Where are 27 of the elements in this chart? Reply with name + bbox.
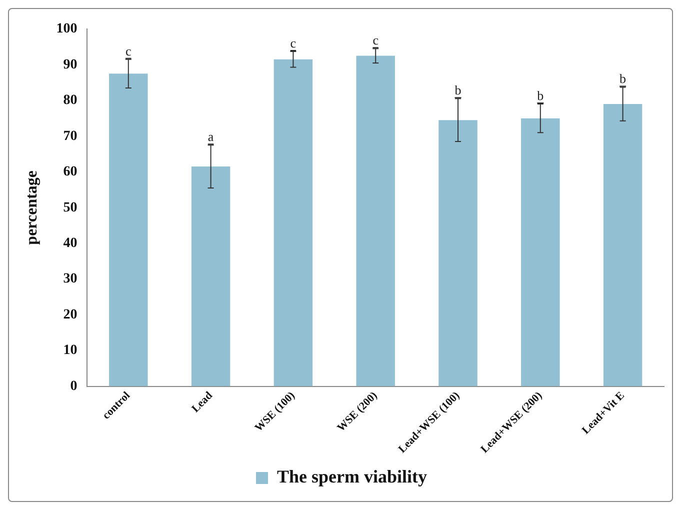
bar — [109, 74, 148, 386]
annotation: c — [372, 32, 379, 48]
y-tick-label: 70 — [63, 128, 78, 144]
y-tick-label: 90 — [63, 57, 78, 72]
annotation: a — [208, 129, 214, 144]
annotation: c — [290, 35, 296, 50]
y-axis-title: percentage — [24, 170, 41, 245]
bar — [356, 56, 395, 386]
bar — [191, 166, 230, 386]
bar — [438, 120, 478, 386]
y-tick-label: 10 — [63, 343, 78, 358]
bar — [274, 59, 313, 386]
annotation: c — [126, 43, 132, 58]
y-tick-label: 50 — [63, 200, 78, 216]
y-tick-label: 30 — [63, 272, 78, 287]
annotation: b — [537, 88, 544, 103]
annotation: b — [454, 82, 462, 98]
y-tick-label: 60 — [63, 164, 78, 180]
y-tick-label: 0 — [70, 378, 78, 394]
legend-label: The sperm viability — [277, 466, 428, 487]
bar — [603, 104, 642, 386]
y-tick-label: 40 — [63, 236, 78, 251]
bar — [521, 118, 560, 386]
y-tick-label: 100 — [56, 22, 78, 37]
y-tick-label: 80 — [63, 93, 78, 108]
y-tick-label: 20 — [63, 307, 78, 322]
annotation: b — [620, 71, 626, 86]
